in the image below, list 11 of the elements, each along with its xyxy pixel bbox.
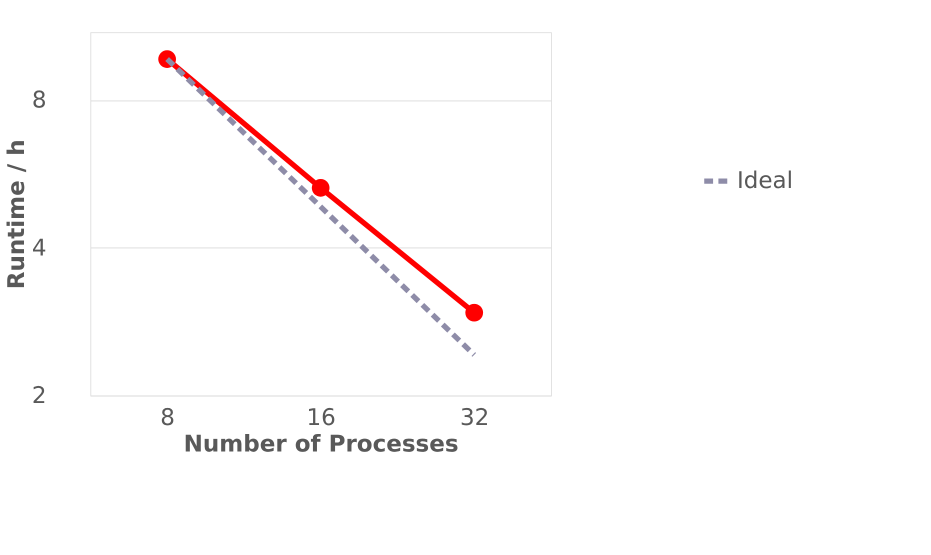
x-axis-title: Number of Processes (184, 432, 459, 458)
point (312, 179, 330, 197)
x-tick-label: 32 (460, 405, 490, 432)
y-axis-title: Runtime / h (4, 139, 30, 290)
x-tick-label: 8 (160, 405, 175, 432)
y-tick-label: 4 (32, 235, 47, 262)
point (465, 304, 484, 322)
y-tick-label: 8 (32, 88, 47, 114)
legend-label: Ideal (737, 168, 794, 194)
y-tick-label: 2 (32, 383, 47, 410)
x-tick-label: 16 (306, 405, 336, 432)
